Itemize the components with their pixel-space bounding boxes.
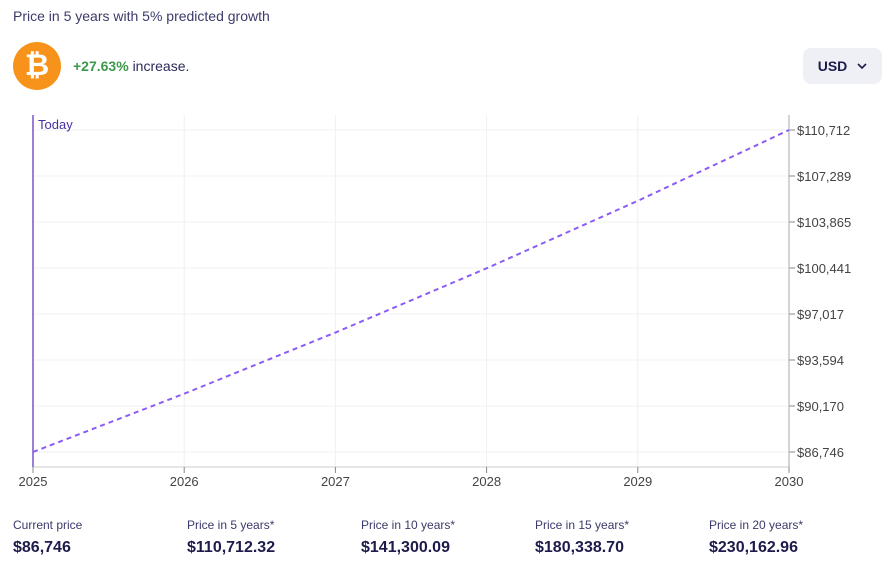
stat-15y: Price in 15 years* $180,338.70	[535, 518, 709, 557]
y-tick-label: $103,865	[797, 215, 851, 230]
stat-value: $110,712.32	[187, 539, 276, 556]
x-tick-label: 2027	[321, 474, 350, 489]
currency-label: USD	[817, 58, 848, 74]
y-tick-label: $100,441	[797, 261, 851, 276]
stat-value: $141,300.09	[361, 539, 450, 556]
stat-5y: Price in 5 years* $110,712.32	[187, 518, 361, 557]
y-tick-label: $97,017	[797, 307, 844, 322]
increase-percent: +27.63%	[73, 58, 129, 74]
currency-select[interactable]: USD	[803, 48, 882, 84]
increase-text: +27.63% increase.	[73, 58, 189, 74]
y-tick-label: $93,594	[797, 353, 844, 368]
stat-label: Current price	[13, 518, 83, 532]
x-tick-label: 2028	[472, 474, 501, 489]
x-tick-label: 2026	[170, 474, 199, 489]
x-tick-label: 2030	[775, 474, 804, 489]
y-tick-label: $90,170	[797, 399, 844, 414]
y-tick-label: $110,712	[797, 123, 850, 138]
stat-label: Price in 10 years*	[361, 518, 456, 532]
increase-suffix: increase.	[132, 58, 190, 74]
stat-current: Current price $86,746	[13, 518, 187, 557]
stat-value: $180,338.70	[535, 539, 624, 556]
price-line	[32, 129, 790, 453]
y-tick-label: $86,746	[797, 445, 844, 460]
y-tick-label: $107,289	[797, 169, 851, 184]
stat-10y: Price in 10 years* $141,300.09	[361, 518, 535, 557]
page-title: Price in 5 years with 5% predicted growt…	[13, 8, 270, 24]
stat-value: $86,746	[13, 539, 71, 556]
x-tick-label: 2029	[623, 474, 652, 489]
chevron-down-icon	[857, 63, 867, 69]
stat-label: Price in 15 years*	[535, 518, 630, 532]
x-tick-label: 2025	[19, 474, 48, 489]
stat-value: $230,162.96	[709, 539, 798, 556]
stat-label: Price in 20 years*	[709, 518, 804, 532]
stat-20y: Price in 20 years* $230,162.96	[709, 518, 883, 557]
stat-label: Price in 5 years*	[187, 518, 275, 532]
price-chart: $86,746 $90,170 $93,594 $97,017 $100,441 $103…	[19, 115, 851, 489]
stats-row: Current price $86,746 Price in 5 years* $1…	[13, 518, 883, 557]
bitcoin-icon: ₿	[13, 42, 61, 90]
today-label: Today	[38, 117, 73, 132]
